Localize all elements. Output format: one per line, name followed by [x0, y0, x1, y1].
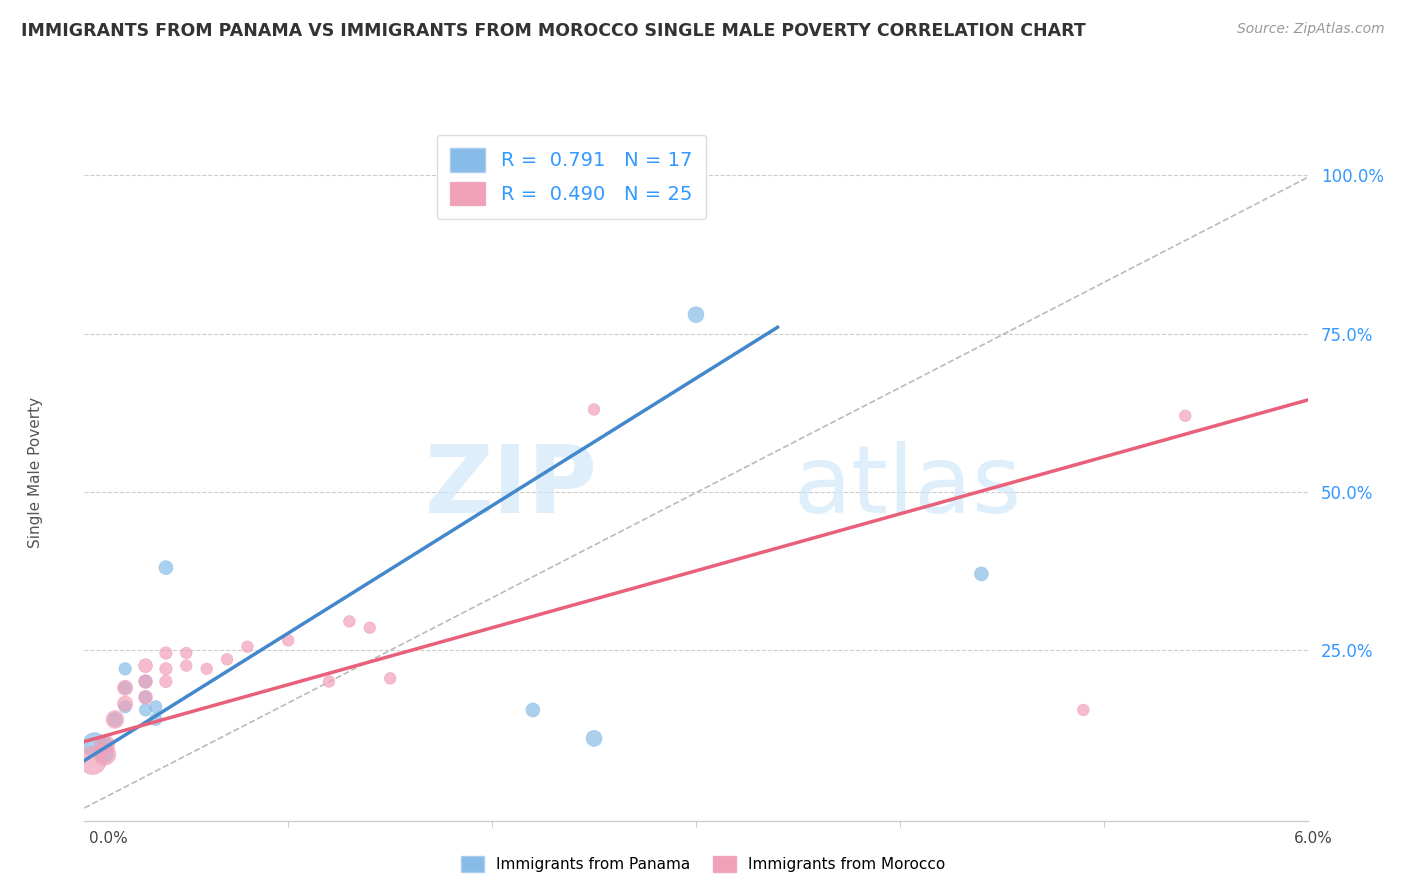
Point: [583, 731, 606, 746]
Point: [583, 402, 606, 417]
Point: [1174, 409, 1197, 423]
Point: [339, 615, 361, 629]
Point: [1073, 703, 1095, 717]
Point: [93, 747, 115, 762]
Point: [135, 674, 157, 689]
Legend: R =  0.791   N = 17, R =  0.490   N = 25: R = 0.791 N = 17, R = 0.490 N = 25: [437, 135, 706, 219]
Text: 0.0%: 0.0%: [89, 831, 128, 846]
Point: [135, 690, 157, 705]
Point: [155, 560, 177, 574]
Point: [114, 681, 136, 695]
Point: [114, 662, 136, 676]
Point: [359, 621, 381, 635]
Point: [114, 681, 136, 695]
Legend: Immigrants from Panama, Immigrants from Morocco: Immigrants from Panama, Immigrants from …: [453, 848, 953, 880]
Point: [104, 713, 127, 727]
Point: [114, 699, 136, 714]
Point: [155, 662, 177, 676]
Point: [114, 697, 136, 711]
Point: [318, 674, 340, 689]
Point: [236, 640, 259, 654]
Point: [155, 674, 177, 689]
Text: IMMIGRANTS FROM PANAMA VS IMMIGRANTS FROM MOROCCO SINGLE MALE POVERTY CORRELATIO: IMMIGRANTS FROM PANAMA VS IMMIGRANTS FRO…: [21, 22, 1085, 40]
Point: [135, 703, 157, 717]
Point: [93, 747, 115, 762]
Point: [82, 754, 104, 768]
Text: ZIP: ZIP: [425, 441, 598, 533]
Point: [145, 699, 167, 714]
Text: 6.0%: 6.0%: [1294, 831, 1333, 846]
Point: [93, 738, 115, 752]
Point: [380, 671, 402, 685]
Point: [155, 646, 177, 660]
Point: [145, 713, 167, 727]
Point: [522, 703, 544, 717]
Point: [174, 646, 197, 660]
Point: [104, 713, 127, 727]
Point: [217, 652, 239, 666]
Point: [135, 658, 157, 673]
Text: Source: ZipAtlas.com: Source: ZipAtlas.com: [1237, 22, 1385, 37]
Point: [195, 662, 218, 676]
Point: [135, 690, 157, 705]
Point: [970, 566, 993, 581]
Text: Single Male Poverty: Single Male Poverty: [28, 397, 42, 549]
Point: [135, 674, 157, 689]
Point: [174, 658, 197, 673]
Point: [277, 633, 299, 648]
Point: [93, 738, 115, 752]
Point: [685, 308, 707, 322]
Point: [83, 738, 105, 752]
Text: atlas: atlas: [794, 441, 1022, 533]
